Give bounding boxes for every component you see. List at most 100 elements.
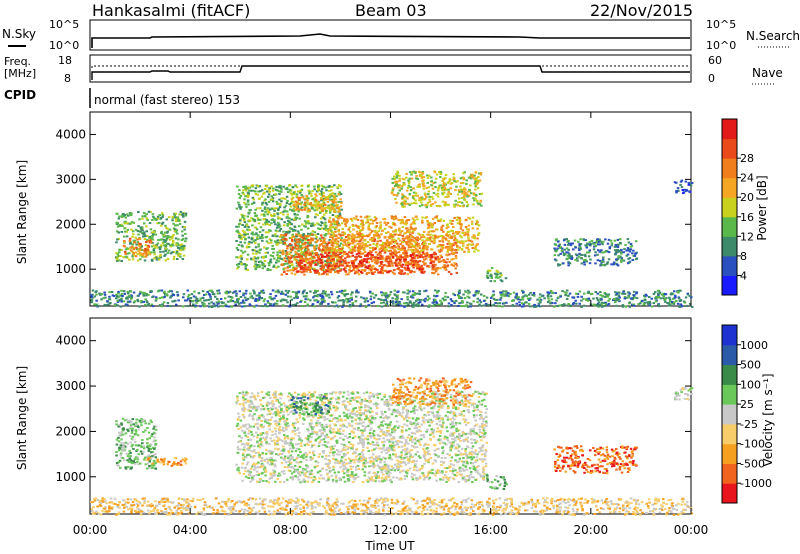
power-cell [447, 249, 450, 251]
power-cell [434, 300, 438, 303]
power-cell [93, 303, 96, 306]
power-cell [103, 291, 106, 294]
power-cell [333, 249, 336, 252]
power-cell [572, 303, 575, 305]
power-cell [144, 298, 147, 301]
power-cell [355, 253, 359, 256]
power-cell [328, 228, 331, 231]
power-cell [457, 216, 461, 219]
power-cell [333, 184, 336, 187]
power-cell [654, 300, 658, 303]
power-cell [338, 248, 341, 251]
power-cell [425, 257, 428, 260]
power-cell [634, 240, 638, 243]
power-cell [418, 247, 422, 250]
power-cell [443, 295, 447, 298]
power-cell [343, 260, 346, 263]
power-cell [300, 255, 303, 258]
power-cell [380, 291, 383, 294]
power-cell [304, 235, 307, 237]
power-cell [553, 254, 557, 257]
power-cell [659, 297, 662, 300]
power-cell [420, 236, 423, 239]
power-cell [412, 264, 415, 266]
power-cell [263, 213, 266, 216]
power-cell [274, 241, 278, 244]
power-cell [476, 221, 479, 224]
power-cell [485, 296, 489, 299]
power-cell [384, 248, 387, 251]
power-cell [307, 222, 311, 225]
power-cell [323, 255, 327, 258]
power-cell [292, 208, 295, 211]
power-cell [292, 235, 296, 238]
power-cell [556, 305, 559, 308]
power-cell [193, 290, 196, 293]
power-cell [464, 290, 468, 293]
power-cell [318, 248, 321, 251]
power-cell [386, 241, 390, 244]
power-cell [411, 222, 414, 225]
power-cell [394, 185, 397, 187]
power-cell [515, 294, 518, 297]
power-cell [165, 231, 169, 234]
power-cell [379, 221, 382, 224]
power-cell [189, 297, 193, 299]
power-cell [456, 216, 459, 219]
power-cell [309, 290, 312, 293]
power-cell [117, 217, 121, 220]
power-cell [145, 294, 148, 297]
power-cell [380, 302, 383, 305]
power-cell [254, 239, 257, 242]
power-cell [353, 249, 356, 252]
power-cell [242, 292, 245, 295]
power-cell [304, 247, 308, 250]
power-cell [519, 298, 522, 301]
power-cell [156, 217, 160, 220]
power-cell [453, 180, 456, 183]
power-cell [257, 222, 261, 225]
power-cell [418, 260, 422, 263]
power-cell [297, 234, 301, 237]
power-cell [383, 242, 386, 245]
power-cell [407, 244, 411, 247]
power-cell [395, 259, 398, 262]
power-cell [278, 193, 281, 196]
power-cell [461, 229, 465, 232]
power-cell [281, 236, 285, 239]
power-cell [410, 248, 413, 251]
power-cell [499, 272, 502, 275]
power-cell [368, 264, 372, 267]
power-cell [627, 294, 630, 297]
power-cell [401, 247, 404, 250]
power-cell [306, 199, 309, 202]
power-cell [319, 258, 322, 261]
power-cell [597, 304, 600, 307]
power-cell [431, 266, 435, 269]
power-cell [339, 234, 343, 237]
power-cell [421, 172, 424, 175]
power-cell [307, 239, 310, 241]
power-cell [355, 256, 359, 259]
power-cell [374, 229, 377, 232]
power-cell [474, 193, 478, 196]
power-cell [324, 224, 327, 227]
power-cell [409, 271, 413, 274]
power-cell [590, 239, 594, 242]
power-cell [578, 249, 581, 252]
power-cell [251, 231, 254, 234]
power-cell [260, 305, 264, 308]
power-cell [587, 299, 590, 302]
power-cell [285, 253, 288, 256]
power-cell [246, 215, 249, 218]
power-cell [227, 291, 230, 294]
power-cell [237, 244, 241, 246]
power-cell [532, 305, 536, 308]
power-cell [683, 301, 687, 304]
power-cell [339, 260, 342, 263]
power-cell [495, 269, 498, 272]
power-cell [179, 213, 182, 216]
power-cell [435, 215, 439, 218]
power-cell [280, 290, 284, 293]
power-cell [560, 304, 564, 306]
